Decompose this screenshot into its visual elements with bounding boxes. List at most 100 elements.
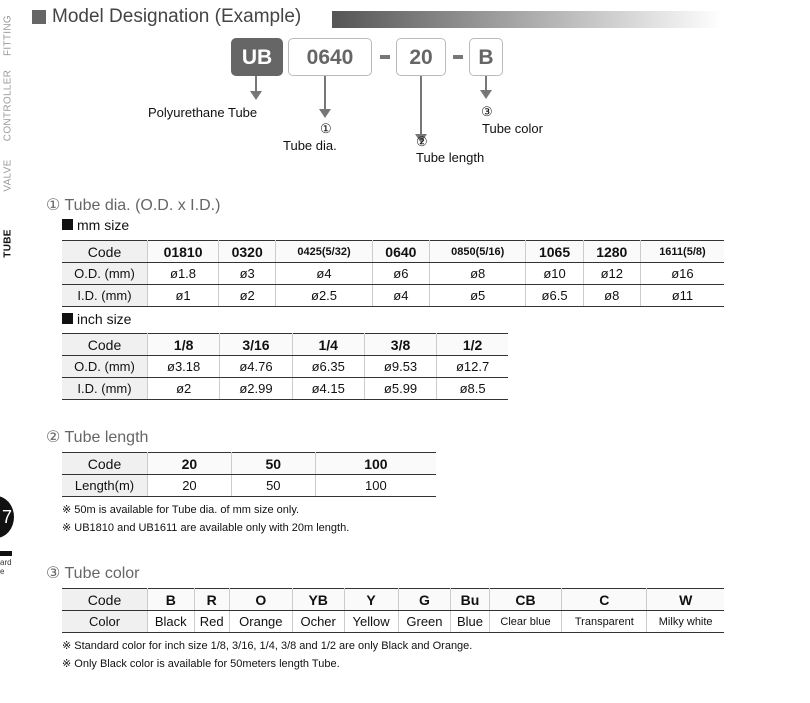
- table-cell: Bu: [450, 588, 490, 611]
- table-cell: ø8: [429, 262, 527, 285]
- table-row: Length(m) 20 50 100: [62, 474, 436, 497]
- table-cell: 1280: [583, 240, 641, 263]
- page-title: Model Designation (Example): [32, 6, 722, 28]
- section-tube-dia: ① Tube dia. (O.D. x I.D.): [46, 197, 221, 214]
- inch-size-title: inch size: [62, 311, 131, 327]
- table-cell: 3/16: [219, 333, 293, 356]
- title-text: Model Designation (Example): [52, 6, 302, 27]
- table-cell: Yellow: [344, 610, 399, 633]
- table-cell: ø2: [218, 284, 277, 307]
- table-cell: ø8.5: [436, 377, 508, 400]
- table-row: O.D. (mm) ø1.8 ø3 ø4 ø6 ø8 ø10 ø12 ø16: [62, 262, 724, 285]
- code-dia-box: 0640: [288, 38, 372, 76]
- table-cell: O: [229, 588, 293, 611]
- table-cell: ø2: [147, 377, 221, 400]
- table-cell: Transparent: [561, 610, 648, 633]
- table-cell: ø2.5: [275, 284, 373, 307]
- table-cell: Ocher: [292, 610, 345, 633]
- page-label-line: e: [0, 567, 5, 576]
- page-label-line: ard: [0, 558, 12, 567]
- row-header-cell: Code: [62, 240, 148, 263]
- title-gradient-bar: [332, 11, 722, 28]
- row-header-cell: Code: [62, 588, 148, 611]
- side-nav-controller[interactable]: CONTROLLER: [2, 69, 14, 142]
- arrow-icon: [319, 76, 331, 118]
- table-cell: ø11: [640, 284, 724, 307]
- page-number: 7: [0, 496, 14, 538]
- row-header-cell: I.D. (mm): [62, 377, 148, 400]
- table-row: I.D. (mm) ø2 ø2.99 ø4.15 ø5.99 ø8.5: [62, 377, 508, 400]
- section-tube-color: ③ Tube color: [46, 565, 140, 582]
- table-cell: YB: [292, 588, 345, 611]
- row-header-cell: Code: [62, 452, 148, 475]
- label-len: Tube length: [416, 150, 485, 165]
- row-header-cell: Color: [62, 610, 148, 633]
- table-cell: Clear blue: [489, 610, 563, 633]
- table-cell: ø6: [372, 262, 430, 285]
- inch-size-table: Code 1/8 3/16 1/4 3/8 1/2 O.D. (mm) ø3.18 ø4.76 ø…: [62, 333, 508, 400]
- table-row: O.D. (mm) ø3.18 ø4.76 ø6.35 ø9.53 ø12.7: [62, 355, 508, 378]
- code-prefix-box: UB: [231, 38, 283, 76]
- arrow-icon: [480, 76, 492, 99]
- side-nav-fitting[interactable]: FITTING: [2, 15, 14, 56]
- page-label: ard e: [0, 558, 12, 576]
- table-cell: ø4: [275, 262, 373, 285]
- table-cell: 50: [231, 452, 316, 475]
- table-cell: ø3: [218, 262, 277, 285]
- row-header-cell: I.D. (mm): [62, 284, 148, 307]
- table-cell: ø4.15: [292, 377, 365, 400]
- length-table: Code 20 50 100 Length(m) 20 50 100: [62, 452, 436, 497]
- table-cell: ø1: [147, 284, 220, 307]
- dash: [380, 55, 390, 59]
- title-square-icon: [32, 10, 46, 24]
- table-cell: 1/8: [147, 333, 221, 356]
- section-tube-length: ② Tube length: [46, 429, 149, 446]
- code-color-box: B: [469, 38, 503, 76]
- table-cell: 01810: [147, 240, 220, 263]
- table-cell: ø5: [429, 284, 527, 307]
- row-header-cell: O.D. (mm): [62, 262, 148, 285]
- table-cell: 3/8: [364, 333, 438, 356]
- table-cell: 1/4: [292, 333, 365, 356]
- row-header-cell: Code: [62, 333, 148, 356]
- table-cell: 1/2: [436, 333, 508, 356]
- table-cell: 0425(5/32): [275, 240, 373, 263]
- table-cell: R: [194, 588, 230, 611]
- label-color-num: ③: [481, 104, 493, 119]
- table-cell: ø3.18: [147, 355, 221, 378]
- side-nav: FITTING CONTROLLER VALVE TUBE: [0, 0, 16, 270]
- table-cell: Red: [194, 610, 230, 633]
- mm-size-title: mm size: [62, 217, 129, 233]
- note: ※ UB1810 and UB1611 are available only w…: [62, 522, 350, 534]
- table-cell: Blue: [450, 610, 490, 633]
- table-cell: ø8: [583, 284, 641, 307]
- table-cell: 1611(5/8): [640, 240, 724, 263]
- table-cell: ø4: [372, 284, 430, 307]
- table-cell: Orange: [229, 610, 293, 633]
- table-cell: 0320: [218, 240, 277, 263]
- table-cell: ø5.99: [364, 377, 438, 400]
- label-color: Tube color: [482, 121, 543, 136]
- side-nav-valve[interactable]: VALVE: [2, 159, 14, 192]
- table-cell: 100: [315, 474, 436, 497]
- note: ※ Only Black color is available for 50me…: [62, 658, 340, 670]
- table-cell: Green: [398, 610, 452, 633]
- table-cell: ø6.35: [292, 355, 365, 378]
- table-cell: C: [561, 588, 648, 611]
- table-cell: 20: [147, 452, 232, 475]
- color-table: Code B R O YB Y G Bu CB C W Color Black Red Orange Oche…: [62, 588, 724, 633]
- table-row: Code B R O YB Y G Bu CB C W: [62, 588, 724, 611]
- table-cell: ø12: [583, 262, 641, 285]
- table-row: I.D. (mm) ø1 ø2 ø2.5 ø4 ø5 ø6.5 ø8 ø11: [62, 284, 724, 307]
- note: ※ 50m is available for Tube dia. of mm s…: [62, 504, 300, 516]
- table-cell: ø2.99: [219, 377, 293, 400]
- table-cell: 0850(5/16): [429, 240, 527, 263]
- table-cell: B: [147, 588, 195, 611]
- side-nav-tube[interactable]: TUBE: [2, 229, 14, 258]
- page-bar: [0, 551, 12, 556]
- table-cell: ø16: [640, 262, 724, 285]
- label-prefix: Polyurethane Tube: [148, 105, 258, 120]
- table-cell: Black: [147, 610, 195, 633]
- arrow-icon: [415, 76, 427, 143]
- table-cell: ø6.5: [525, 284, 584, 307]
